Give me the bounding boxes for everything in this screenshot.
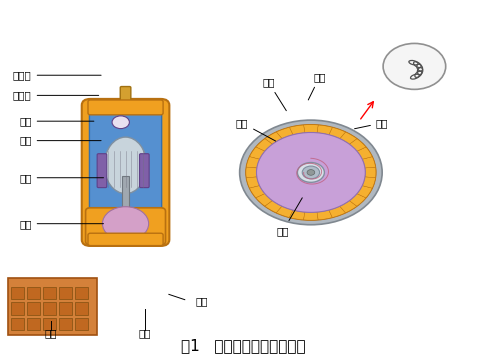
Bar: [75, 287, 88, 299]
Wedge shape: [246, 177, 260, 188]
Wedge shape: [289, 125, 305, 135]
Wedge shape: [289, 210, 305, 220]
Text: 滤网: 滤网: [45, 328, 57, 338]
Wedge shape: [303, 212, 318, 220]
Wedge shape: [329, 127, 345, 139]
Wedge shape: [276, 127, 293, 139]
Bar: [11, 303, 24, 314]
Bar: [27, 318, 40, 330]
Circle shape: [102, 207, 149, 241]
Bar: [59, 287, 72, 299]
Bar: [11, 318, 24, 330]
Bar: [8, 279, 96, 335]
Bar: [43, 303, 56, 314]
Bar: [122, 176, 130, 218]
Wedge shape: [340, 132, 357, 144]
Circle shape: [246, 125, 376, 220]
FancyBboxPatch shape: [88, 100, 163, 115]
Text: 电刷: 电刷: [19, 116, 94, 126]
Bar: [75, 303, 88, 314]
Circle shape: [257, 132, 365, 213]
Circle shape: [112, 116, 130, 129]
Wedge shape: [349, 139, 366, 151]
Wedge shape: [276, 206, 293, 218]
Wedge shape: [349, 194, 366, 206]
Wedge shape: [303, 125, 318, 133]
FancyBboxPatch shape: [82, 99, 169, 246]
FancyBboxPatch shape: [120, 87, 131, 108]
Bar: [75, 318, 88, 330]
Wedge shape: [246, 167, 257, 178]
Bar: [27, 287, 40, 299]
Text: 磁极: 磁极: [19, 173, 104, 183]
Text: 叶片: 叶片: [355, 118, 389, 129]
Wedge shape: [357, 186, 372, 198]
Text: 图1   电动燃油泵的结构简图: 图1 电动燃油泵的结构简图: [181, 338, 306, 353]
Bar: [59, 318, 72, 330]
Text: 泵盖: 泵盖: [139, 328, 151, 338]
Text: 泄压阀: 泄压阀: [13, 90, 99, 101]
FancyBboxPatch shape: [139, 154, 149, 188]
Wedge shape: [362, 157, 375, 168]
Bar: [11, 287, 24, 299]
Wedge shape: [249, 186, 265, 198]
FancyBboxPatch shape: [90, 103, 162, 242]
Text: 叶轮: 叶轮: [277, 198, 302, 236]
Bar: [27, 303, 40, 314]
Wedge shape: [265, 132, 282, 144]
Wedge shape: [249, 147, 265, 159]
Circle shape: [383, 43, 446, 89]
Bar: [43, 318, 56, 330]
Circle shape: [240, 120, 382, 225]
Wedge shape: [362, 177, 375, 188]
Wedge shape: [365, 167, 376, 178]
FancyBboxPatch shape: [97, 154, 107, 188]
Wedge shape: [340, 201, 357, 213]
FancyBboxPatch shape: [86, 208, 166, 245]
Text: 单向阀: 单向阀: [13, 70, 101, 80]
Circle shape: [307, 169, 315, 175]
Wedge shape: [329, 206, 345, 218]
Circle shape: [298, 163, 324, 182]
Wedge shape: [246, 157, 260, 168]
Bar: [43, 287, 56, 299]
Wedge shape: [265, 201, 282, 213]
Bar: [59, 303, 72, 314]
Wedge shape: [357, 147, 372, 159]
FancyBboxPatch shape: [88, 233, 163, 246]
Text: 入口: 入口: [308, 72, 326, 100]
Text: 叶轮: 叶轮: [19, 219, 104, 229]
Text: 壳体: 壳体: [236, 118, 276, 141]
Wedge shape: [317, 125, 332, 135]
Text: 出口: 出口: [262, 77, 286, 111]
Ellipse shape: [104, 137, 147, 194]
Text: 泵壳: 泵壳: [195, 297, 208, 307]
Text: 电枢: 电枢: [19, 136, 101, 146]
Circle shape: [302, 166, 319, 179]
Wedge shape: [317, 210, 332, 220]
Wedge shape: [256, 139, 272, 151]
Wedge shape: [256, 194, 272, 206]
